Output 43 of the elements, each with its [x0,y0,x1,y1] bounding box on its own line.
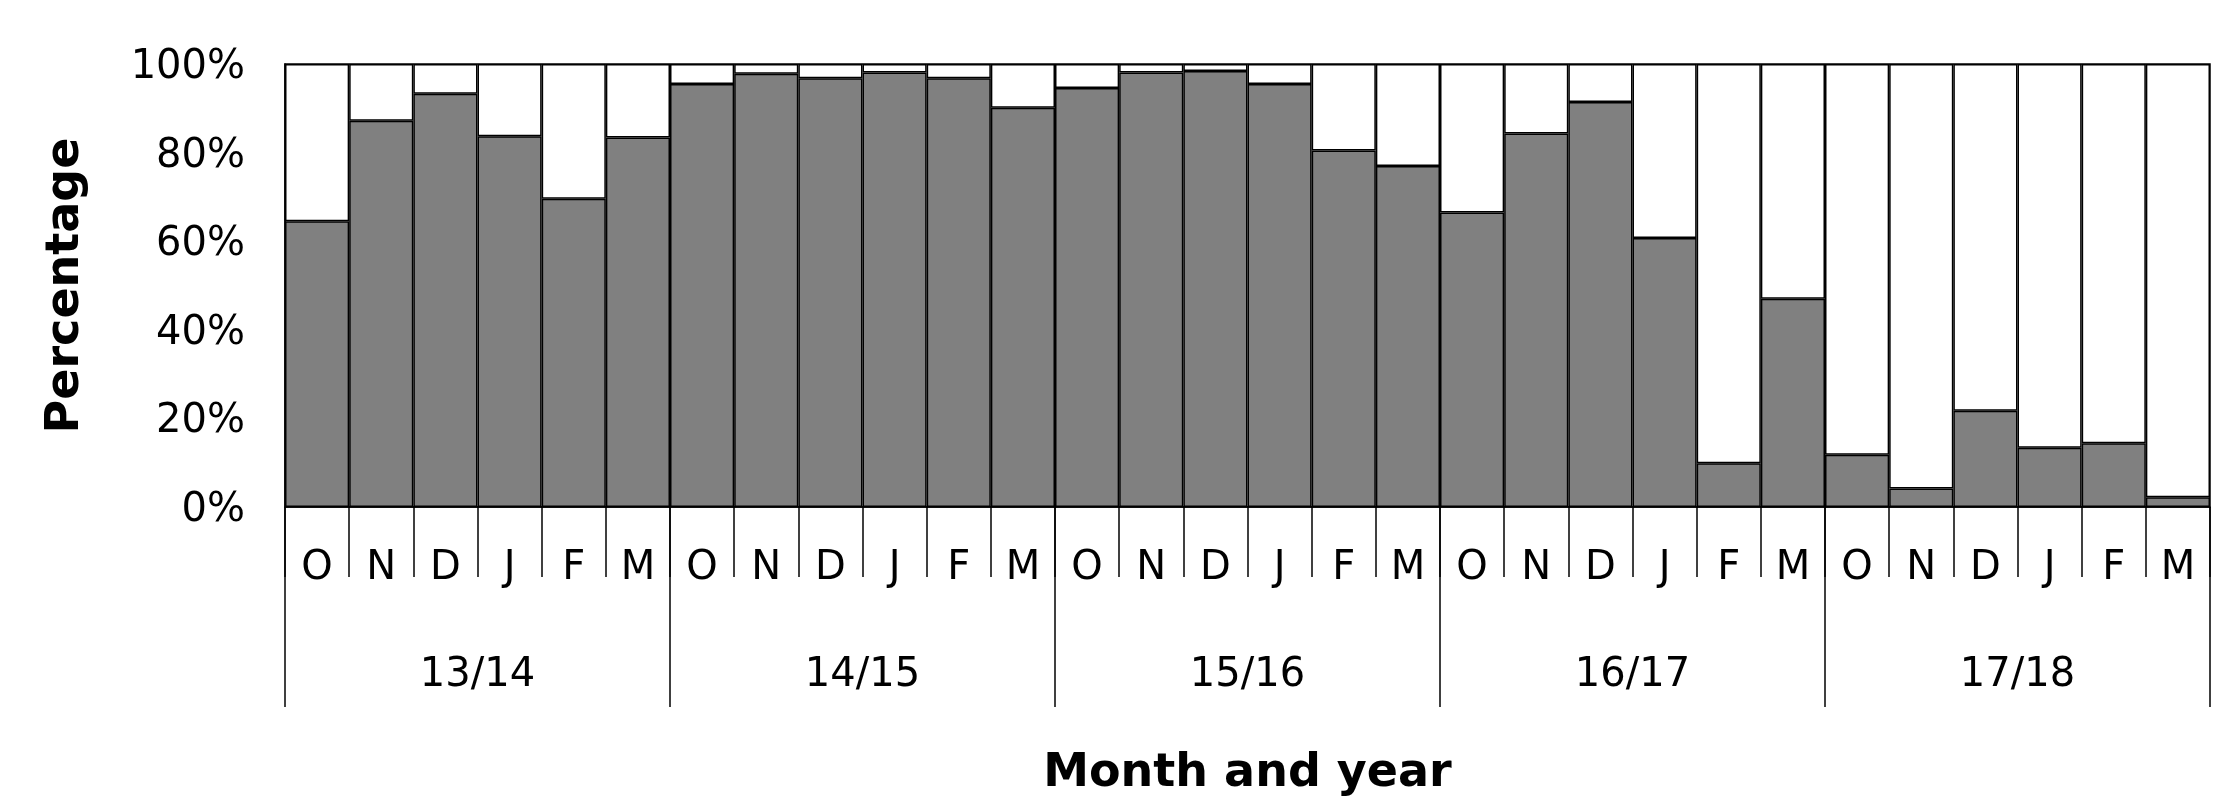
x-tick-label: N [366,542,397,588]
x-tick-label: O [301,542,333,588]
x-tick-label: J [500,542,516,588]
x-tick-label: J [1270,542,1286,588]
x-axis-title: Month and year [1043,743,1453,797]
y-tick-label: 100% [130,41,245,87]
text: 13/14 [419,649,536,695]
text: 17/18 [1959,649,2076,695]
y-tick-label: 60% [156,218,245,265]
y-tick-label: 20% [156,395,245,442]
x-tick-label: J [2040,542,2056,588]
x-tick-label: O [1456,542,1488,588]
x-tick-label: O [1841,542,1873,588]
x-tick-label: F [2102,542,2126,588]
x-tick-label: D [1970,542,2001,588]
x-tick-label: M [1390,542,1426,588]
y-tick-label: 80% [156,129,245,176]
x-tick-label: F [1717,542,1741,588]
text: 16/17 [1574,649,1691,695]
x-tick-label: F [947,542,971,588]
y-tick-label: 40% [156,306,245,353]
x-tick-label: N [751,542,782,588]
x-tick-label: M [620,542,656,588]
x-tick-label: D [1200,542,1231,588]
y-tick-label: 0% [181,484,245,530]
x-tick-label: M [1775,542,1811,588]
x-tick-label: N [1136,542,1167,588]
x-tick-label: D [430,542,461,588]
x-tick-label: D [815,542,846,588]
x-tick-label: D [1585,542,1616,588]
text: 14/15 [804,649,921,695]
x-tick-label: N [1906,542,1937,588]
x-tick-label: F [1332,542,1356,588]
x-tick-label: M [2160,542,2196,588]
x-tick-label: F [562,542,586,588]
x-tick-label: J [885,542,901,588]
x-tick-label: N [1521,542,1552,588]
y-axis-title: Percentage [35,137,89,434]
text: 15/16 [1189,649,1306,695]
x-tick-label: J [1655,542,1671,588]
x-tick-label: M [1005,542,1041,588]
x-tick-label: O [1071,542,1103,588]
x-tick-label: O [686,542,718,588]
